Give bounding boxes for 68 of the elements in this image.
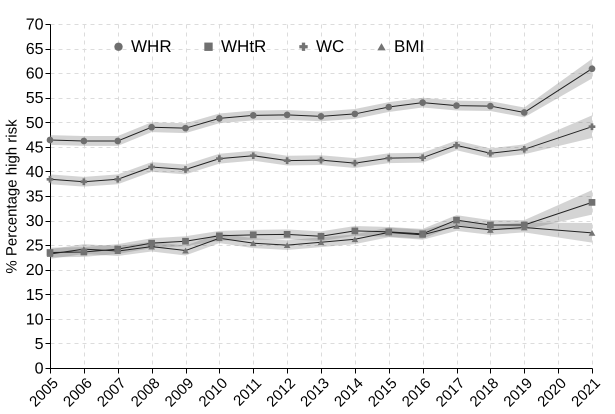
point (250, 152, 257, 160)
point (352, 110, 358, 118)
point (148, 164, 155, 170)
point (318, 113, 324, 120)
y-tick-label: 30 (26, 213, 44, 230)
point (46, 136, 54, 144)
point (352, 228, 358, 234)
point (182, 238, 189, 245)
y-tick-label: 35 (26, 188, 44, 206)
y-tick-label: 20 (26, 262, 44, 280)
point (487, 150, 494, 157)
point (80, 138, 88, 144)
point (487, 227, 494, 233)
point (318, 156, 324, 164)
point (385, 104, 392, 110)
point (46, 176, 54, 183)
point (182, 124, 189, 132)
point (487, 222, 494, 228)
point (182, 248, 189, 254)
point (453, 102, 460, 109)
point (284, 242, 290, 248)
point (250, 231, 257, 238)
y-tick-label: 25 (26, 238, 44, 255)
point (318, 232, 324, 240)
point (114, 176, 122, 183)
point (80, 178, 88, 186)
y-tick-label: 50 (26, 114, 44, 132)
point (419, 99, 426, 106)
legend-label: BMI (394, 36, 424, 56)
point (588, 123, 596, 130)
point (352, 160, 358, 166)
y-tick-label: 5 (34, 336, 44, 353)
point (453, 142, 460, 149)
point (385, 154, 392, 162)
legend-label: WHR (131, 36, 172, 56)
legend-label: WC (316, 36, 344, 56)
point (216, 155, 223, 162)
y-tick-label: 40 (26, 164, 44, 181)
point (588, 65, 596, 72)
point (250, 240, 257, 246)
legend-label: WHtR (221, 36, 266, 56)
y-tick-label: 15 (26, 286, 44, 304)
y-tick-label: 65 (26, 41, 44, 58)
point (284, 157, 290, 164)
point (284, 230, 290, 238)
point (182, 166, 189, 173)
point (520, 109, 528, 116)
point (453, 216, 460, 224)
y-tick-label: 10 (26, 311, 44, 328)
point (284, 112, 290, 118)
y-tick-label: 70 (26, 16, 44, 34)
y-tick-label: 55 (26, 90, 44, 108)
point (352, 236, 358, 242)
point (114, 138, 122, 144)
y-tick-label: 60 (26, 66, 44, 83)
point (250, 112, 257, 119)
point (588, 230, 596, 236)
point (318, 239, 324, 246)
y-tick-label: 0 (34, 360, 44, 378)
point (487, 102, 494, 110)
y-axis-title: % Percentage high risk (4, 118, 21, 274)
point (453, 223, 460, 229)
point (216, 115, 223, 122)
point (520, 146, 528, 153)
y-tick-label: 45 (26, 139, 44, 156)
point (148, 124, 155, 131)
point (419, 154, 426, 162)
point (588, 199, 596, 206)
